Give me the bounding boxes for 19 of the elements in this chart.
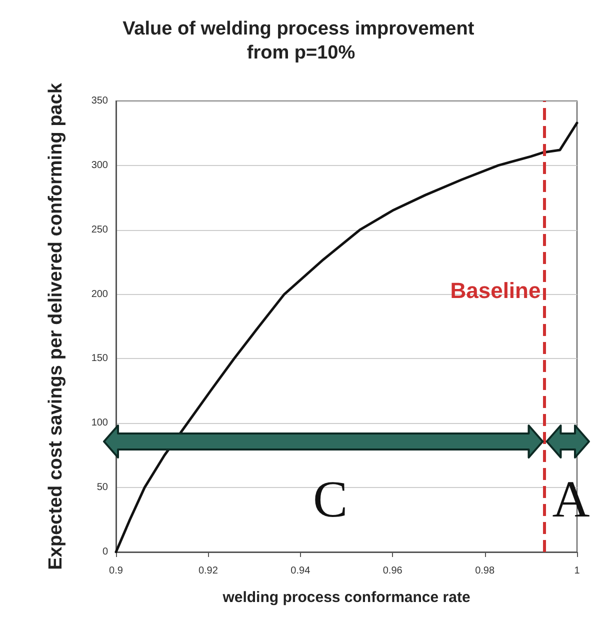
x-tick-label: 0.98: [475, 566, 495, 576]
y-axis-title: Expected cost savings per delivered conforming pack: [46, 82, 66, 570]
x-tick-label: 0.94: [290, 566, 311, 576]
y-tick-label: 350: [91, 96, 108, 106]
y-tick-label: 300: [91, 160, 108, 171]
x-tick-label: 0.96: [382, 566, 403, 576]
x-tick-label: 1: [574, 566, 580, 576]
y-tick-label: 100: [91, 418, 108, 429]
y-tick-label: 50: [96, 482, 108, 494]
y-tick-label: 150: [91, 353, 108, 364]
y-tick-label: 200: [91, 288, 108, 300]
chart-title: Value of welding process improvement from p=10%: [122, 18, 480, 64]
y-tick-label: 250: [91, 224, 108, 236]
annotation: C: [313, 472, 348, 529]
y-tick-label: 0: [102, 546, 108, 558]
ref-line-label: Baseline: [450, 278, 541, 303]
x-tick-label: 0.92: [198, 566, 218, 576]
x-axis-title: welding process conformance rate: [222, 589, 470, 606]
x-tick-label: 0.9: [109, 566, 124, 576]
